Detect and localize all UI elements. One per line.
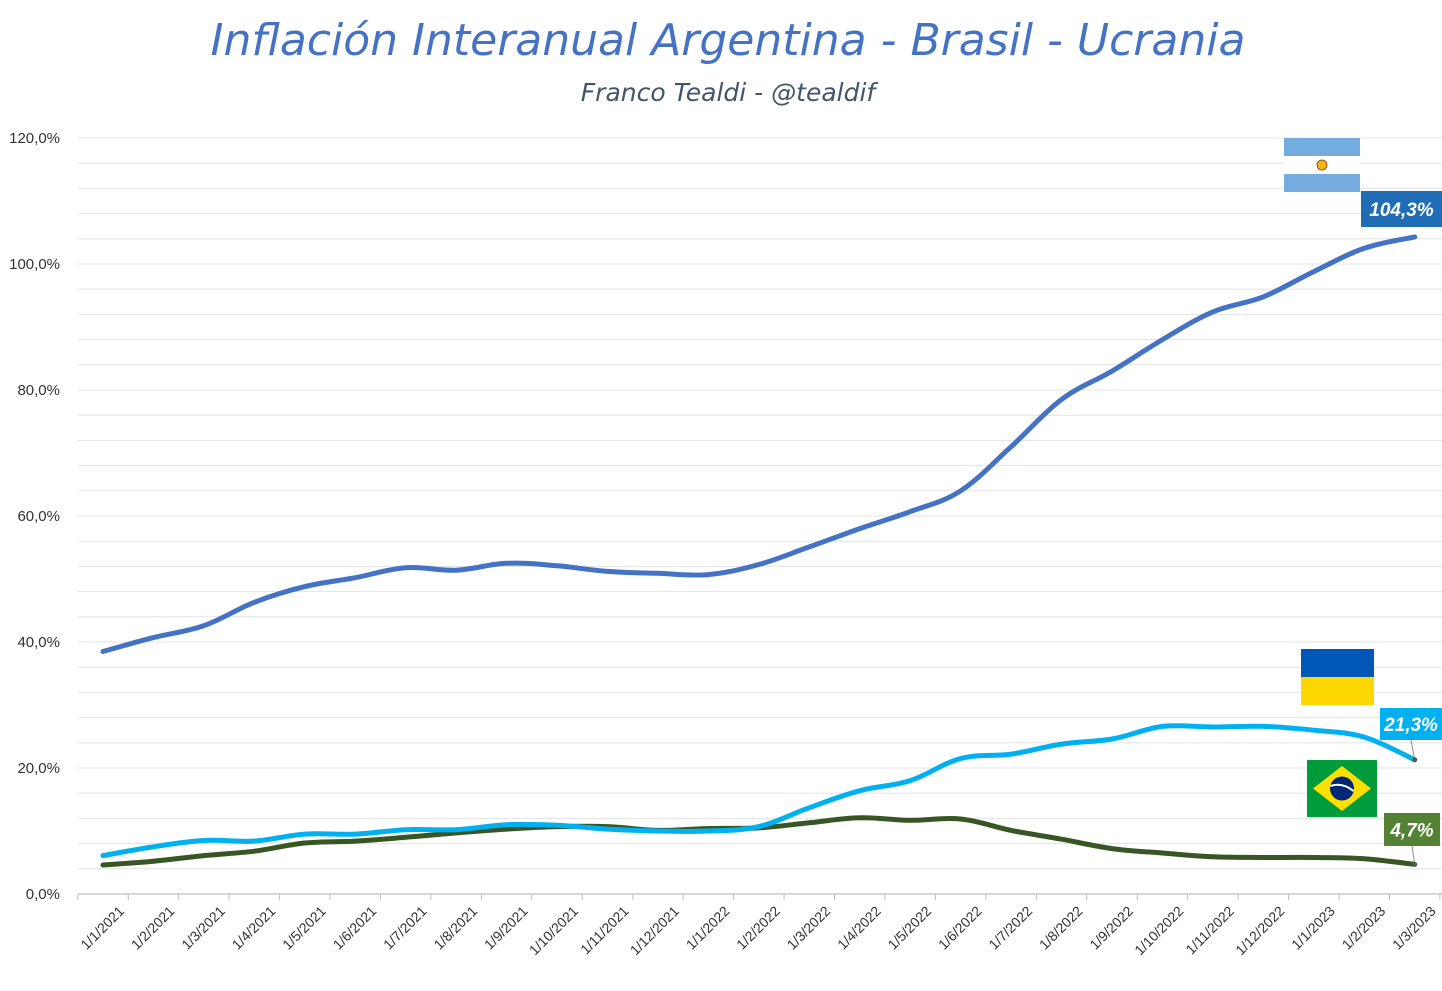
x-tick-label: 1/7/2021 bbox=[380, 903, 430, 953]
series-line-argentina bbox=[100, 234, 1418, 654]
ukraine-flag bbox=[1301, 649, 1374, 705]
end-label-box-argentina bbox=[1361, 191, 1442, 227]
y-tick-label: 100,0% bbox=[9, 256, 60, 273]
end-labels: 4,7% 21,3% 104,3% bbox=[1361, 191, 1442, 867]
chart-title: Inflación Interanual Argentina - Brasil … bbox=[211, 15, 1246, 66]
x-tick-label: 1/5/2022 bbox=[884, 903, 934, 953]
x-tick-label: 1/1/2022 bbox=[683, 903, 733, 953]
y-tick-label: 40,0% bbox=[17, 634, 60, 651]
y-tick-label: 60,0% bbox=[17, 508, 60, 525]
x-tick-label: 1/3/2021 bbox=[178, 903, 228, 953]
series-line-ucrania bbox=[100, 723, 1418, 859]
end-label-box-ucrania bbox=[1380, 708, 1442, 740]
label-leader-brasil bbox=[1411, 845, 1416, 865]
x-tick-label: 1/4/2021 bbox=[229, 903, 279, 953]
x-tick-label: 1/10/2022 bbox=[1131, 903, 1187, 959]
end-point-brasil bbox=[1412, 861, 1418, 867]
y-axis-ticks: 0,0% 20,0% 40,0% 60,0% 80,0% 100,0% 120,0% bbox=[9, 130, 60, 903]
end-label-box-brasil bbox=[1384, 813, 1440, 846]
x-tick-label: 1/2/2021 bbox=[128, 903, 178, 953]
chart-subtitle: Franco Tealdi - @tealdif bbox=[581, 78, 879, 107]
series-lines bbox=[100, 234, 1418, 868]
x-tick-label: 1/11/2021 bbox=[577, 903, 632, 958]
x-tick-label: 1/8/2022 bbox=[1036, 903, 1086, 953]
gridlines bbox=[78, 137, 1442, 870]
x-tick-label: 1/1/2021 bbox=[77, 903, 127, 953]
end-point-ucrania bbox=[1412, 757, 1418, 763]
y-tick-label: 0,0% bbox=[26, 886, 60, 903]
x-tick-label: 1/6/2022 bbox=[935, 903, 985, 953]
end-label-argentina: 104,3% bbox=[1369, 200, 1434, 221]
x-tick-label: 1/12/2021 bbox=[627, 903, 683, 959]
end-label-brasil: 4,7% bbox=[1389, 821, 1433, 842]
y-tick-label: 20,0% bbox=[17, 760, 60, 777]
label-leader-ucrania bbox=[1410, 739, 1416, 760]
x-tick-label: 1/9/2022 bbox=[1086, 903, 1136, 953]
x-tick-label: 1/10/2021 bbox=[526, 903, 582, 959]
x-tick-label: 1/11/2022 bbox=[1182, 903, 1237, 958]
y-tick-label: 120,0% bbox=[9, 130, 60, 147]
x-tick-label: 1/2/2022 bbox=[733, 903, 783, 953]
x-tick-label: 1/2/2023 bbox=[1339, 903, 1389, 953]
end-label-ucrania: 21,3% bbox=[1383, 715, 1438, 736]
x-tick-label: 1/1/2023 bbox=[1288, 903, 1338, 953]
argentina-flag bbox=[1284, 138, 1360, 192]
x-tick-label: 1/8/2021 bbox=[430, 903, 480, 953]
x-tick-label: 1/3/2023 bbox=[1389, 903, 1439, 953]
x-tick-label: 1/5/2021 bbox=[279, 903, 329, 953]
x-tick-label: 1/7/2022 bbox=[985, 903, 1035, 953]
x-axis-ticks: 1/1/2021 1/2/2021 1/3/2021 1/4/2021 1/5/2021… bbox=[77, 894, 1441, 959]
x-tick-label: 1/6/2021 bbox=[330, 903, 380, 953]
x-tick-label: 1/9/2021 bbox=[481, 903, 531, 953]
x-tick-label: 1/12/2022 bbox=[1232, 903, 1288, 959]
x-tick-label: 1/4/2022 bbox=[834, 903, 884, 953]
brazil-flag bbox=[1307, 760, 1377, 817]
x-tick-label: 1/3/2022 bbox=[784, 903, 834, 953]
y-tick-label: 80,0% bbox=[17, 382, 60, 399]
